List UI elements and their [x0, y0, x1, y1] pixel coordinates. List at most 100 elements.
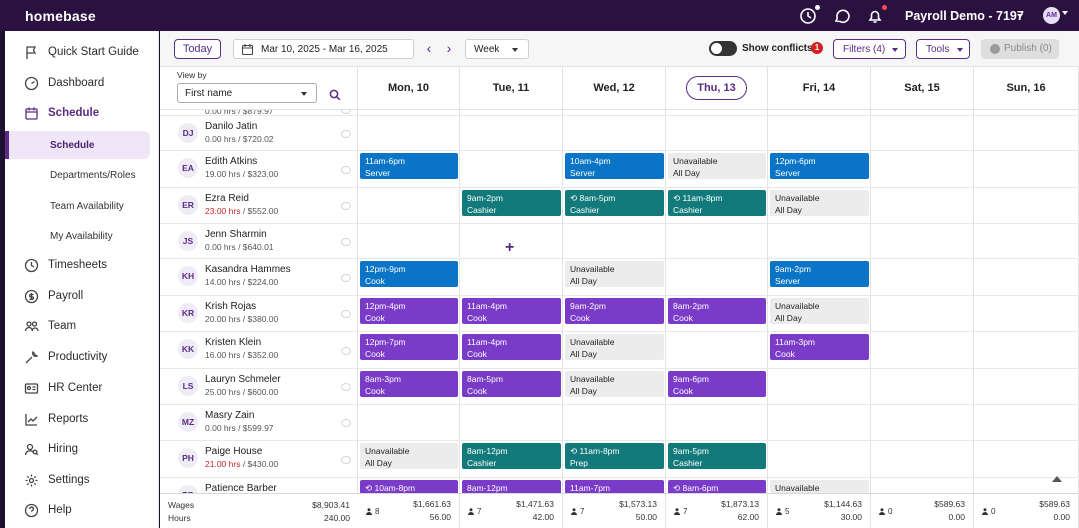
schedule-cell[interactable] — [358, 188, 460, 223]
schedule-cell[interactable] — [460, 151, 563, 187]
schedule-cell[interactable]: ⟲ 11am-8pm Prep — [563, 441, 666, 477]
sidebar-item-help[interactable]: Help — [5, 498, 159, 524]
schedule-cell[interactable]: Unavailable All Day — [563, 332, 666, 368]
shift-block[interactable]: 8am-2pm Cook — [668, 298, 766, 324]
schedule-cell[interactable]: Unavailable All Day — [666, 151, 768, 187]
day-header[interactable]: Sat, 15 — [871, 67, 974, 110]
shift-block[interactable]: ⟲ 8am-5pm Cashier — [565, 190, 664, 216]
schedule-cell[interactable] — [871, 332, 974, 368]
schedule-cell[interactable]: 8am-2pm Cook — [666, 296, 768, 331]
schedule-cell[interactable]: 10am-4pm Server — [563, 151, 666, 187]
schedule-cell[interactable] — [871, 441, 974, 477]
schedule-cell[interactable]: Unavailable All Day — [768, 296, 871, 331]
unavailable-block[interactable]: Unavailable All Day — [360, 443, 458, 469]
sidebar-item-dashboard[interactable]: Dashboard — [5, 71, 159, 97]
eye-icon[interactable] — [341, 310, 351, 318]
schedule-cell[interactable] — [358, 116, 460, 150]
shift-block[interactable]: 9am-2pm Cook — [565, 298, 664, 324]
shift-block[interactable]: 9am-2pm Server — [770, 261, 869, 287]
eye-icon[interactable] — [341, 129, 351, 138]
schedule-cell[interactable] — [871, 224, 974, 258]
schedule-cell[interactable] — [460, 259, 563, 295]
schedule-cell[interactable] — [666, 224, 768, 258]
schedule-cell[interactable] — [768, 369, 871, 404]
schedule-cell[interactable] — [974, 478, 1079, 493]
eye-icon[interactable] — [341, 237, 351, 246]
schedule-cell[interactable] — [871, 259, 974, 295]
eye-icon[interactable] — [341, 273, 351, 282]
unavailable-block[interactable]: Unavailable All Day — [565, 334, 664, 360]
schedule-cell[interactable] — [871, 110, 974, 115]
schedule-cell[interactable] — [974, 441, 1079, 477]
schedule-cell[interactable] — [871, 478, 974, 493]
sidebar-item-team[interactable]: Team — [5, 314, 159, 340]
shift-block[interactable]: 11am-4pm Cook — [462, 334, 561, 360]
schedule-cell[interactable]: Unavailable All Day — [768, 188, 871, 223]
filters-button[interactable]: Filters (4) — [833, 39, 906, 59]
shift-block[interactable]: 11am-6pm Server — [360, 153, 458, 179]
chevron-down-icon[interactable] — [1062, 11, 1068, 15]
sidebar-item-hr-center[interactable]: HR Center — [5, 376, 159, 402]
schedule-cell[interactable]: 8am-5pm Cook — [460, 369, 563, 404]
schedule-cell[interactable] — [666, 405, 768, 440]
unavailable-block[interactable]: Unavailable All Day — [770, 298, 869, 324]
schedule-cell[interactable] — [974, 369, 1079, 404]
employee-cell[interactable]: DJ Danilo Jatin 0.00 hrs / $720.02 — [160, 116, 358, 150]
scroll-up-icon[interactable] — [1052, 476, 1062, 482]
eye-icon[interactable] — [341, 419, 351, 427]
employee-cell[interactable]: LS Lauryn Schmeler 25.00 hrs / $600.00 — [160, 369, 358, 404]
day-header[interactable]: Wed, 12 — [563, 67, 666, 110]
schedule-cell[interactable] — [974, 151, 1079, 187]
sidebar-subitem-my-availability[interactable]: My Availability — [5, 222, 159, 250]
shift-block[interactable]: 11am-4pm Cook — [462, 298, 561, 324]
schedule-cell[interactable] — [974, 224, 1079, 258]
schedule-cell[interactable]: 12pm-9pm Cook — [358, 259, 460, 295]
schedule-cell[interactable] — [974, 332, 1079, 368]
schedule-cell[interactable] — [666, 110, 768, 115]
employee-cell[interactable]: PH Paige House 21.00 hrs / $430.00 — [160, 441, 358, 477]
schedule-cell[interactable] — [460, 405, 563, 440]
schedule-cell[interactable] — [974, 116, 1079, 150]
schedule-cell[interactable]: ⟲ 8am-5pm Cashier — [563, 188, 666, 223]
shift-block[interactable]: 12pm-7pm Cook — [360, 334, 458, 360]
shift-block[interactable]: 10am-4pm Server — [565, 153, 664, 179]
shift-block[interactable]: ⟲ 10am-8pm — [360, 480, 458, 493]
schedule-cell[interactable]: ⟲ 11am-8pm Cashier — [666, 188, 768, 223]
sidebar-item-timesheets[interactable]: Timesheets — [5, 253, 159, 279]
schedule-cell[interactable] — [563, 405, 666, 440]
schedule-cell[interactable] — [460, 116, 563, 150]
day-header[interactable]: Tue, 11 — [460, 67, 563, 110]
schedule-cell[interactable] — [768, 224, 871, 258]
shift-block[interactable]: 12pm-6pm Server — [770, 153, 869, 179]
search-icon[interactable] — [329, 88, 341, 101]
shift-block[interactable]: 9am-6pm Cook — [668, 371, 766, 397]
schedule-cell[interactable]: 11am-4pm Cook — [460, 332, 563, 368]
day-header[interactable]: Thu, 13 — [666, 67, 768, 110]
schedule-cell[interactable]: 11am-4pm Cook — [460, 296, 563, 331]
schedule-cell[interactable]: ⟲ 10am-8pm — [358, 478, 460, 493]
schedule-cell[interactable]: Unavailable All Day — [563, 369, 666, 404]
schedule-cell[interactable]: 11am-7pm — [563, 478, 666, 493]
eye-icon[interactable] — [341, 455, 351, 464]
schedule-cell[interactable]: 8am-3pm Cook — [358, 369, 460, 404]
day-header[interactable]: Sun, 16 — [974, 67, 1079, 110]
employee-cell[interactable]: PB Patience Barber — [160, 478, 358, 493]
view-range-select[interactable]: Week — [465, 39, 529, 59]
sidebar-item-hiring[interactable]: Hiring — [5, 437, 159, 463]
sidebar-item-settings[interactable]: Settings — [5, 468, 159, 494]
schedule-cell[interactable] — [871, 369, 974, 404]
schedule-cell[interactable] — [871, 296, 974, 331]
shift-block[interactable]: 8am-5pm Cook — [462, 371, 561, 397]
schedule-cell[interactable] — [563, 224, 666, 258]
schedule-cell[interactable] — [563, 110, 666, 115]
employee-cell[interactable]: KR Krish Rojas 20.00 hrs / $380.00 — [160, 296, 358, 331]
employee-cell[interactable]: EA Edith Atkins 19.00 hrs / $323.00 — [160, 151, 358, 187]
schedule-cell[interactable]: 11am-3pm Cook — [768, 332, 871, 368]
schedule-cell[interactable] — [358, 224, 460, 258]
schedule-cell[interactable] — [666, 332, 768, 368]
employee-cell[interactable]: JS Jenn Sharmin 0.00 hrs / $640.01 — [160, 224, 358, 258]
shift-block[interactable]: 11am-7pm — [565, 480, 664, 493]
sidebar-subitem-departments[interactable]: Departments/Roles — [5, 161, 159, 189]
shift-block[interactable]: 9am-5pm Cashier — [668, 443, 766, 469]
schedule-cell[interactable] — [563, 116, 666, 150]
